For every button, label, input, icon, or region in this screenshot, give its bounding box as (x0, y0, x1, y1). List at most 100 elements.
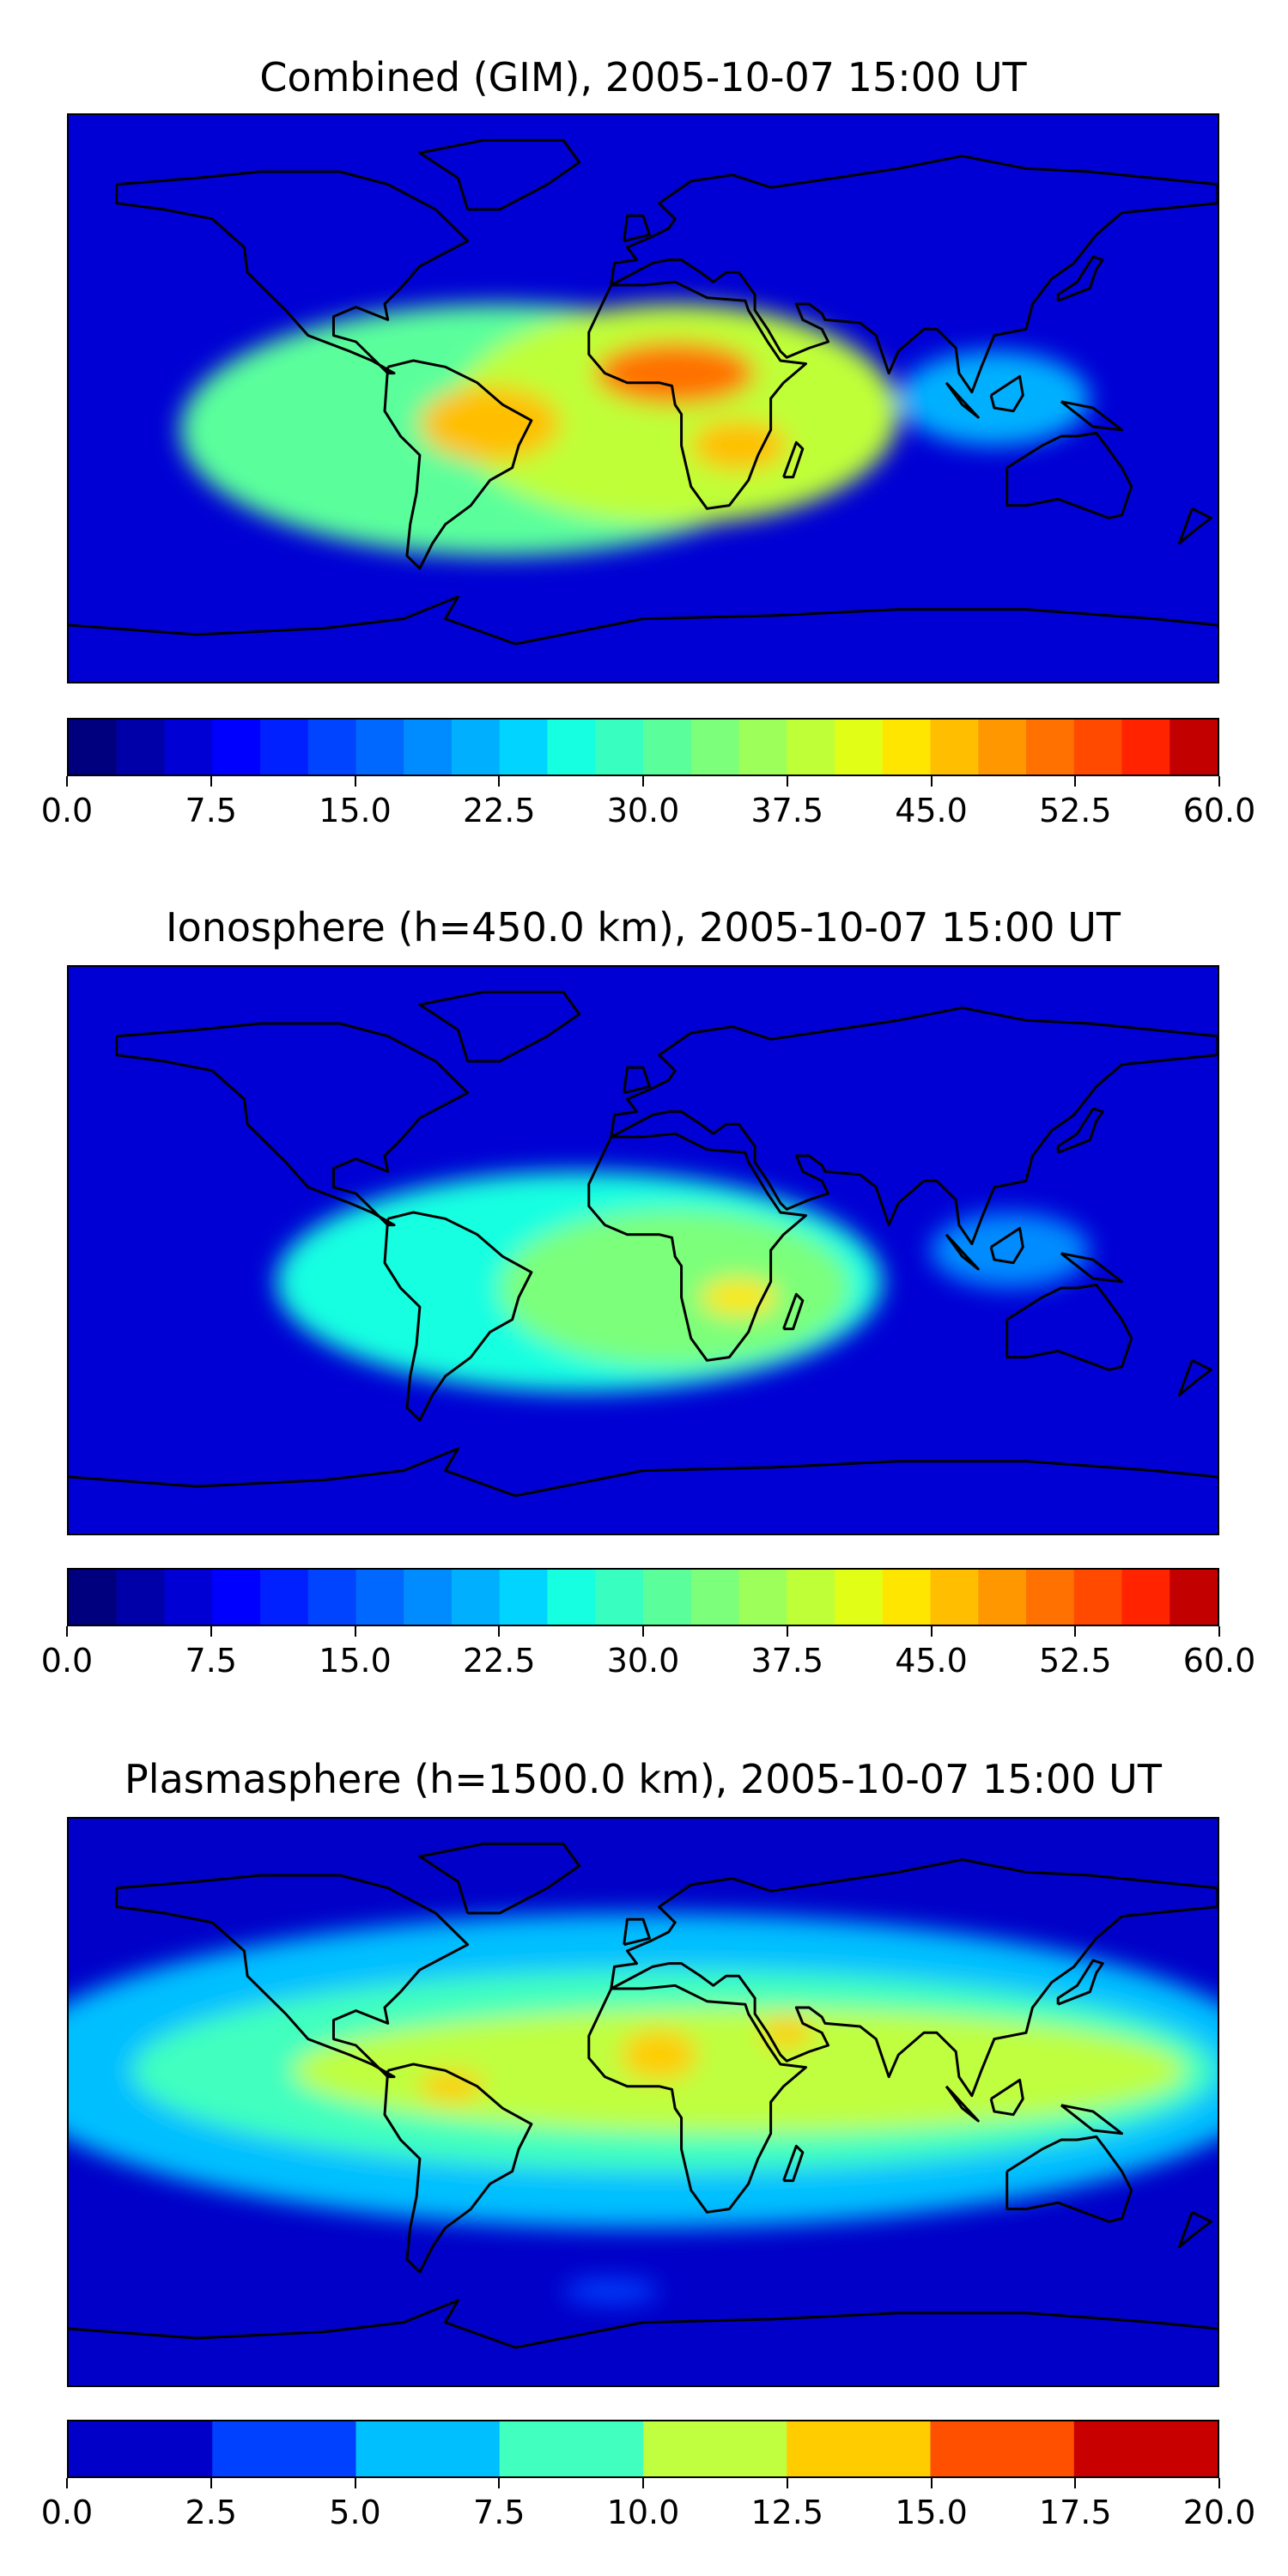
colorbar-segment (547, 1570, 597, 1625)
colorbar-segment (978, 1570, 1027, 1625)
colorbar-segment (690, 1570, 740, 1625)
heatmap-region (930, 1212, 1091, 1288)
colorbar-segment (499, 2421, 644, 2476)
coastline (1177, 2210, 1213, 2249)
colorbar-tick (354, 1626, 356, 1637)
coastline (782, 2144, 805, 2183)
colorbar-tick-label: 2.5 (185, 2494, 237, 2531)
colorbar-svg (69, 720, 1218, 775)
colorbar-tick-label: 15.0 (319, 792, 392, 829)
coastline (610, 1006, 1218, 1246)
coastline (1056, 1107, 1104, 1154)
colorbar-segment (452, 1570, 501, 1625)
coastline (989, 2078, 1024, 2117)
colorbar-segment (1073, 2421, 1218, 2476)
colorbar-segment (787, 2421, 932, 2476)
coastline (1005, 1283, 1133, 1371)
coastline (1177, 1358, 1213, 1397)
colorbar-segment (404, 720, 453, 775)
coastline (69, 1447, 1218, 1498)
heatmap-region (499, 1209, 851, 1367)
colorbar-segment (787, 1570, 835, 1625)
colorbar-tick (1074, 1626, 1077, 1637)
colorbar-segment (787, 720, 835, 775)
colorbar-segment (260, 1570, 309, 1625)
colorbar-segment (355, 2421, 501, 2476)
coastline (587, 1984, 808, 2214)
coastline (418, 1842, 581, 1915)
colorbar-tick-label: 0.0 (40, 1642, 94, 1680)
colorbar-segment (307, 1570, 357, 1625)
coastline (587, 1132, 808, 1362)
coastline (623, 1917, 651, 1947)
colorbar-ticks-plasmasphere: 0.0 2.5 5.0 7.5 10.0 12.5 15.0 17.5 20.0 (41, 2478, 1255, 2531)
colorbar-segment (835, 1570, 884, 1625)
colorbar-segment (307, 720, 357, 775)
colorbar-tick (66, 776, 68, 787)
coastline (1005, 431, 1133, 519)
coastline (1056, 1959, 1104, 2006)
coastline (782, 1292, 805, 1331)
coastline (1005, 2135, 1133, 2223)
coastline (418, 138, 581, 211)
heatmap-region (620, 2029, 698, 2081)
coastline (69, 595, 1218, 646)
colorbar-tick-label: 30.0 (606, 1642, 680, 1680)
colorbar-plasmasphere (67, 2420, 1219, 2478)
coastline (587, 280, 808, 510)
colorbar-ticks-ionosphere: 0.0 7.5 15.0 22.5 30.0 37.5 45.0 52.5 60.0 (41, 1626, 1255, 1680)
coastline (945, 1233, 980, 1271)
colorbar-tick (786, 1626, 788, 1637)
tec-map-ionosphere (67, 965, 1219, 1535)
colorbar-tick-label: 37.5 (750, 792, 824, 829)
heatmap-region (700, 1279, 778, 1316)
colorbar-tick-label: 7.5 (185, 1642, 237, 1680)
coastline (945, 2085, 980, 2123)
colorbar-segment (930, 2421, 1075, 2476)
colorbar-segment (1073, 1570, 1123, 1625)
colorbar-combined (67, 718, 1219, 776)
heatmap-region (292, 2008, 1186, 2134)
coastline (1060, 2104, 1124, 2136)
heatmap-region (761, 2017, 812, 2049)
colorbar-tick-label: 60.0 (1182, 1642, 1256, 1680)
colorbar-segment (882, 720, 932, 775)
coastline (1060, 1252, 1124, 1284)
colorbar-tick-label: 5.0 (329, 2494, 381, 2531)
colorbar-segment (643, 2421, 788, 2476)
colorbar-tick (930, 776, 933, 787)
colorbar-tick-label: 30.0 (606, 792, 680, 829)
coastline (989, 1226, 1024, 1265)
coastline (1056, 255, 1104, 302)
tec-map-plasmasphere (67, 1817, 1219, 2387)
coastline (383, 2063, 533, 2274)
colorbar-segment (882, 1570, 932, 1625)
colorbar-segment (547, 720, 597, 775)
colorbar-segment (643, 720, 692, 775)
heatmap-svg (69, 1819, 1218, 2385)
colorbar-tick (1074, 776, 1077, 787)
colorbar-segment (595, 1570, 644, 1625)
colorbar-tick-label: 45.0 (895, 1642, 968, 1680)
colorbar-tick (1074, 2478, 1077, 2488)
coastline (383, 1211, 533, 1422)
colorbar-tick (642, 2478, 644, 2488)
colorbar-tick (66, 2478, 68, 2488)
chart-title: Plasmasphere (h=1500.0 km), 2005-10-07 1… (125, 1756, 1162, 1802)
colorbar-segment (738, 720, 788, 775)
coastline (418, 990, 581, 1063)
colorbar-segment (355, 1570, 405, 1625)
colorbar-tick-label: 12.5 (750, 2494, 824, 2531)
colorbar-segment (355, 720, 405, 775)
heatmap-region (563, 2278, 659, 2304)
colorbar-segment (69, 720, 118, 775)
colorbar-tick-label: 52.5 (1038, 1642, 1112, 1680)
colorbar-tick (930, 1626, 933, 1637)
colorbar-tick-label: 37.5 (750, 1642, 824, 1680)
colorbar-tick (1218, 1626, 1220, 1637)
tec-map-combined (67, 113, 1219, 683)
coastline (610, 155, 1218, 394)
colorbar-segment (69, 2421, 214, 2476)
colorbar-segment (1170, 720, 1218, 775)
colorbar-tick (66, 1626, 68, 1637)
